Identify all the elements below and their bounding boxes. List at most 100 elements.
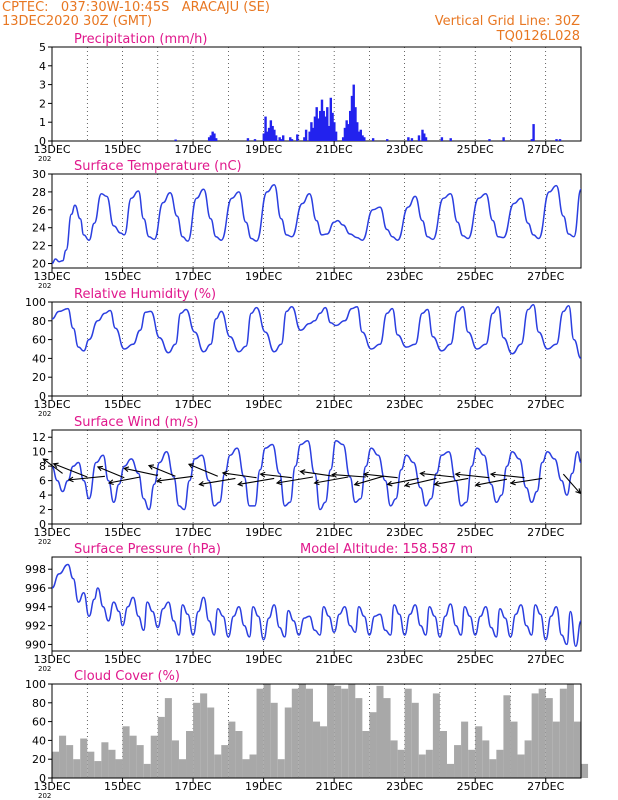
wind-vector	[363, 473, 398, 479]
precip-bar	[253, 139, 257, 141]
cloud-bar	[439, 731, 447, 778]
cloud-bar	[489, 759, 497, 778]
precip-bar	[357, 131, 361, 141]
panel-precipitation: 0 1 2 3 4 5 13DEC 15DEC 17DEC 19DEC 21DEC 23DEC 25DE…	[33, 32, 582, 163]
wind-vector-head	[331, 472, 338, 478]
cloud-bar	[376, 685, 384, 778]
pressure-series-line	[51, 563, 582, 648]
precip-bar	[308, 131, 311, 141]
x-tick-label: 19DEC	[245, 526, 282, 539]
cloud-bar	[517, 754, 525, 778]
cloud-bar	[291, 688, 299, 778]
y-tick-label: 80	[32, 315, 46, 328]
cloud-bar	[87, 751, 95, 778]
cloud-bar	[446, 763, 455, 778]
precip-bar	[214, 138, 218, 141]
precip-bar	[410, 138, 414, 141]
y-tick-label: 30	[32, 168, 46, 181]
precip-bar	[424, 137, 428, 141]
y-tick-label: 998	[25, 563, 46, 576]
wind-vector	[238, 477, 275, 485]
x-year-label: 202	[38, 792, 51, 800]
y-tick-label: 80	[32, 697, 46, 710]
temp-series-line	[51, 183, 582, 265]
wind-series-line	[51, 440, 582, 511]
y-tick-label: 5	[39, 41, 46, 54]
x-tick-label: 23DEC	[386, 398, 423, 411]
precip-bar	[449, 138, 452, 141]
cloud-bar	[59, 735, 67, 778]
y-tick-label: 100	[25, 678, 46, 691]
wind-vector-head	[198, 480, 205, 487]
precip-bar	[278, 137, 281, 141]
cloud-bar	[298, 684, 306, 778]
y-tick-label: 0	[39, 772, 46, 785]
wind-vector-head	[107, 479, 114, 486]
cloud-bar	[284, 707, 292, 778]
cloud-bar	[73, 759, 81, 778]
x-year-label: 202	[38, 155, 51, 163]
cloud-bar	[101, 742, 109, 778]
cloud-bar	[136, 745, 144, 778]
x-tick-label: 27DEC	[527, 270, 564, 283]
wind-vector-head	[123, 466, 130, 473]
precip-bar	[211, 131, 214, 141]
precip-bar	[359, 129, 362, 141]
precip-bar	[532, 124, 535, 141]
wind-vector	[300, 470, 335, 477]
precip-bar	[334, 131, 338, 141]
wind-vector-head	[147, 464, 155, 470]
x-tick-label: 21DEC	[316, 143, 353, 156]
precip-bar	[207, 137, 211, 141]
panel-title: Cloud Cover (%)	[74, 669, 180, 684]
precip-bar	[269, 120, 273, 141]
x-tick-label: 23DEC	[386, 780, 423, 793]
x-tick-label: 15DEC	[104, 526, 141, 539]
y-tick-label: 994	[25, 601, 46, 614]
cloud-bar	[545, 698, 553, 778]
wind-vector	[222, 472, 257, 479]
x-tick-label: 13DEC	[33, 143, 70, 156]
wind-vector	[188, 463, 218, 477]
cloud-bar	[52, 751, 60, 778]
x-tick-label: 23DEC	[386, 143, 423, 156]
precip-bar	[386, 139, 389, 141]
x-tick-label: 19DEC	[245, 270, 282, 283]
cloud-bar	[362, 731, 370, 778]
x-tick-label: 27DEC	[527, 398, 564, 411]
cloud-bar	[207, 707, 215, 778]
wind-vector	[276, 476, 314, 484]
cloud-bar	[369, 712, 377, 778]
wind-vector	[43, 458, 63, 474]
cloud-bar	[524, 740, 532, 778]
x-tick-label: 13DEC	[33, 270, 70, 283]
cloud-bar	[573, 721, 581, 778]
wind-vector	[314, 476, 349, 484]
y-tick-label: 8	[39, 460, 46, 473]
wind-vector	[387, 477, 419, 485]
y-tick-label: 24	[32, 222, 46, 235]
precip-bar	[273, 129, 276, 141]
cloud-bar	[94, 761, 102, 778]
precip-bar	[440, 137, 444, 141]
cloud-bar	[256, 688, 264, 778]
precip-bar	[530, 139, 534, 141]
wind-vector	[199, 477, 236, 485]
precip-bar	[311, 127, 315, 141]
panel-title: Relative Humidity (%)	[74, 287, 216, 302]
cloud-bar	[214, 754, 222, 778]
precip-bar	[356, 122, 359, 141]
x-year-label: 202	[38, 410, 51, 418]
cloud-bar	[66, 745, 74, 778]
cloud-bar	[178, 759, 187, 778]
cloud-bar	[581, 763, 589, 778]
x-tick-label: 17DEC	[175, 653, 212, 666]
x-tick-label: 23DEC	[386, 653, 423, 666]
wind-vector-head	[404, 481, 411, 488]
y-tick-label: 992	[25, 620, 46, 633]
precip-bar	[209, 135, 213, 141]
cloud-bar	[221, 745, 229, 778]
cloud-bar	[390, 740, 398, 778]
cloud-bar	[305, 688, 313, 778]
